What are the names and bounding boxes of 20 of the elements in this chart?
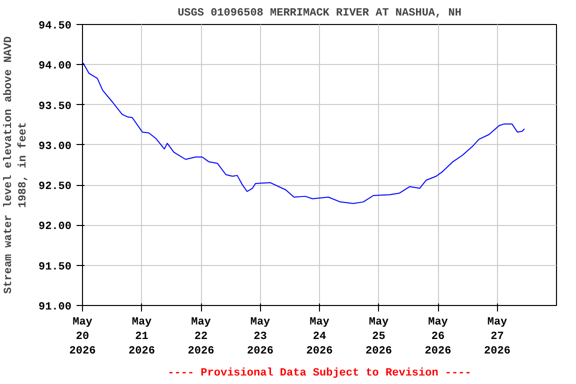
x-tick-label: May 22 2026 <box>188 316 214 358</box>
x-tick-label: May 21 2026 <box>128 316 155 358</box>
text: ---- Provisional Data Subject to Revision ---- <box>168 368 472 380</box>
x-tick-label: May 20 2026 <box>69 316 96 358</box>
y-tick-label: 92.00 <box>38 221 72 234</box>
chart-title: USGS 01096508 MERRIMACK RIVER AT NASHUA, NH <box>178 8 462 20</box>
x-tick-label: May 26 2026 <box>424 316 452 358</box>
x-tick-label: May 24 2026 <box>306 316 333 358</box>
line-series <box>82 62 525 204</box>
y-tick-label: 91.50 <box>38 261 72 274</box>
y-tick-label: 94.50 <box>38 20 72 32</box>
x-tick-label: May 25 2026 <box>366 316 392 358</box>
y-axis-title: Stream water level elevation above NAVD 1988, in feet <box>3 36 30 294</box>
x-tick-label: May 23 2026 <box>247 316 274 358</box>
y-tick-label: 93.50 <box>38 100 72 113</box>
x-tick-label: May 27 2026 <box>484 316 510 358</box>
y-tick-label: 92.50 <box>38 181 72 194</box>
y-tick-label: 93.00 <box>38 140 72 153</box>
y-tick-label: 91.00 <box>38 302 72 314</box>
y-tick-label: 94.00 <box>38 60 72 73</box>
